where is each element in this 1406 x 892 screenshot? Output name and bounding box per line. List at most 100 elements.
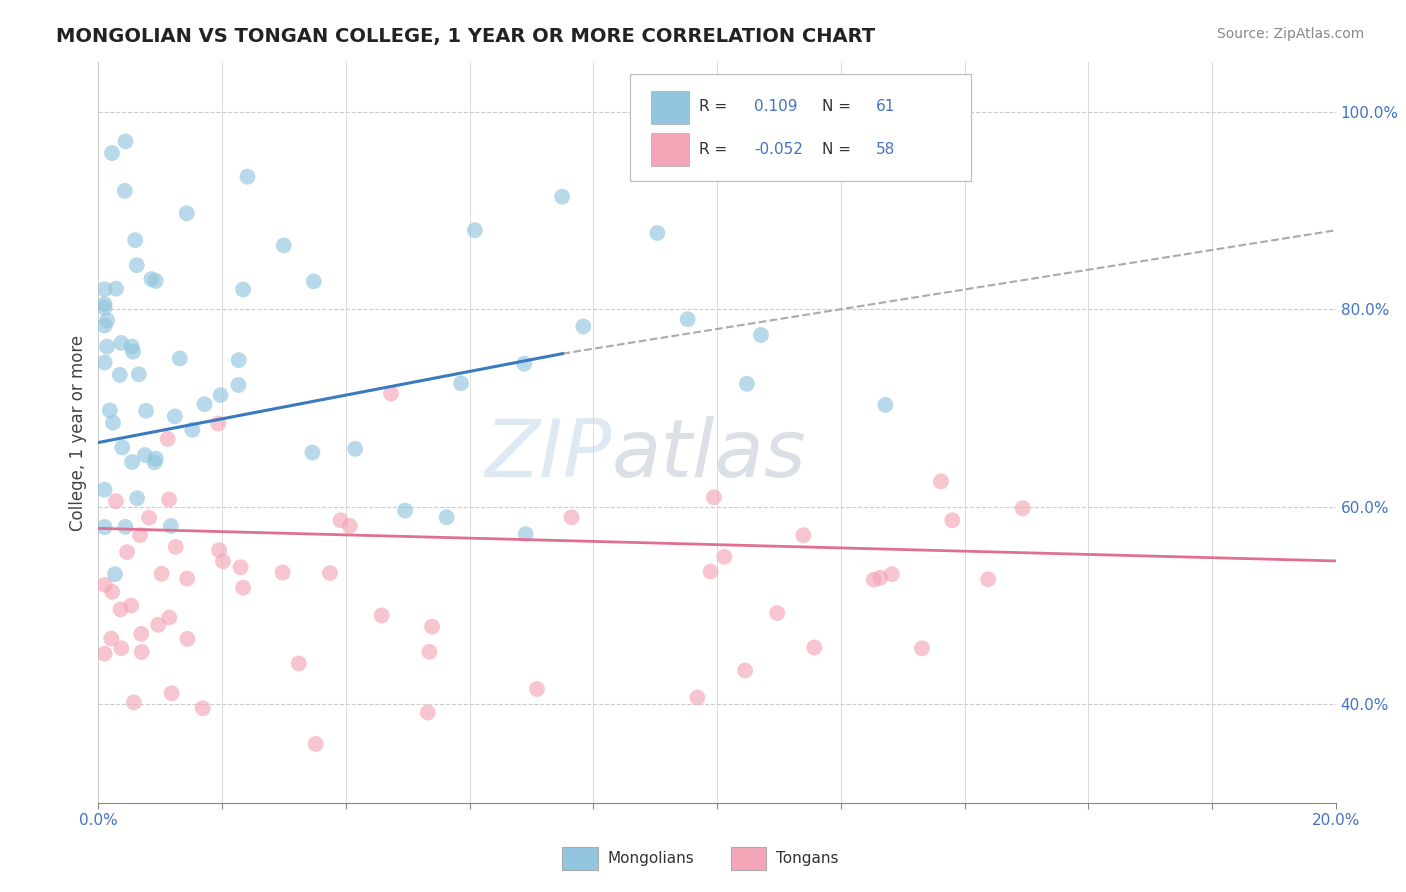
Point <box>122 696 145 710</box>
Text: N =: N = <box>823 99 856 114</box>
Point <box>104 567 127 582</box>
Point <box>766 606 789 620</box>
Point <box>380 386 402 401</box>
Point <box>120 599 142 613</box>
Point <box>114 520 136 534</box>
Point <box>93 318 115 333</box>
Point <box>110 335 132 350</box>
Point <box>273 238 295 252</box>
Point <box>344 442 367 456</box>
Point <box>228 353 250 368</box>
Point <box>129 627 152 641</box>
Text: ZIP: ZIP <box>485 416 612 494</box>
Point <box>134 448 156 462</box>
Point <box>98 403 121 417</box>
Point <box>96 313 118 327</box>
Point <box>191 701 214 715</box>
Point <box>735 376 758 391</box>
Point <box>156 432 179 446</box>
Point <box>339 519 361 533</box>
Point <box>301 445 323 459</box>
Point <box>232 283 254 297</box>
Point <box>212 554 235 568</box>
Point <box>93 282 115 296</box>
Point <box>208 543 231 558</box>
Text: Mongolians: Mongolians <box>607 852 695 866</box>
Point <box>560 510 582 524</box>
Point <box>165 540 187 554</box>
Point <box>232 581 254 595</box>
Bar <box>651 133 689 166</box>
Point <box>734 664 756 678</box>
Point <box>169 351 191 366</box>
Point <box>94 578 117 592</box>
Point <box>160 686 183 700</box>
Point <box>572 319 595 334</box>
Point <box>875 398 897 412</box>
Point <box>416 706 439 720</box>
Point <box>101 584 124 599</box>
Point <box>128 368 150 382</box>
Point <box>305 737 328 751</box>
Point <box>647 226 669 240</box>
Point <box>138 510 160 524</box>
Point <box>420 620 443 634</box>
Text: R =: R = <box>699 99 731 114</box>
Text: Source: ZipAtlas.com: Source: ZipAtlas.com <box>1216 27 1364 41</box>
Point <box>93 483 115 497</box>
Point <box>176 632 198 646</box>
Point <box>129 528 152 542</box>
Point <box>526 681 548 696</box>
Point <box>1011 501 1033 516</box>
Point <box>93 520 115 534</box>
Point <box>114 184 136 198</box>
Point <box>193 397 215 411</box>
Point <box>209 388 232 402</box>
Bar <box>651 91 689 124</box>
Point <box>329 513 352 527</box>
Point <box>703 490 725 504</box>
Point <box>319 566 342 580</box>
Point <box>749 328 772 343</box>
Point <box>148 618 170 632</box>
Point <box>513 357 536 371</box>
Point <box>93 297 115 311</box>
Point <box>150 566 173 581</box>
Point <box>394 503 416 517</box>
Point <box>143 455 166 469</box>
Point <box>122 344 145 359</box>
Point <box>686 690 709 705</box>
Point <box>287 657 309 671</box>
Point <box>977 572 1000 586</box>
Point <box>157 610 180 624</box>
Point <box>127 491 149 506</box>
Point <box>163 409 186 424</box>
Point <box>121 455 143 469</box>
Text: 58: 58 <box>876 142 894 157</box>
Text: 0.109: 0.109 <box>754 99 797 114</box>
Point <box>101 146 124 161</box>
Text: Tongans: Tongans <box>776 852 838 866</box>
Point <box>160 519 183 533</box>
Point <box>236 169 259 184</box>
Point <box>157 492 180 507</box>
Point <box>418 645 440 659</box>
Point <box>436 510 458 524</box>
Point <box>271 566 294 580</box>
Text: 61: 61 <box>876 99 894 114</box>
Point <box>96 340 118 354</box>
Point <box>713 549 735 564</box>
Point <box>125 258 148 272</box>
Point <box>181 423 204 437</box>
Point <box>941 513 963 527</box>
Point <box>110 641 132 656</box>
Point <box>131 645 153 659</box>
Point <box>115 545 138 559</box>
Point <box>880 567 903 582</box>
Point <box>121 339 143 353</box>
Point <box>93 301 115 315</box>
Point <box>699 565 721 579</box>
Point <box>124 233 146 247</box>
Point <box>145 451 167 466</box>
Point <box>114 135 136 149</box>
